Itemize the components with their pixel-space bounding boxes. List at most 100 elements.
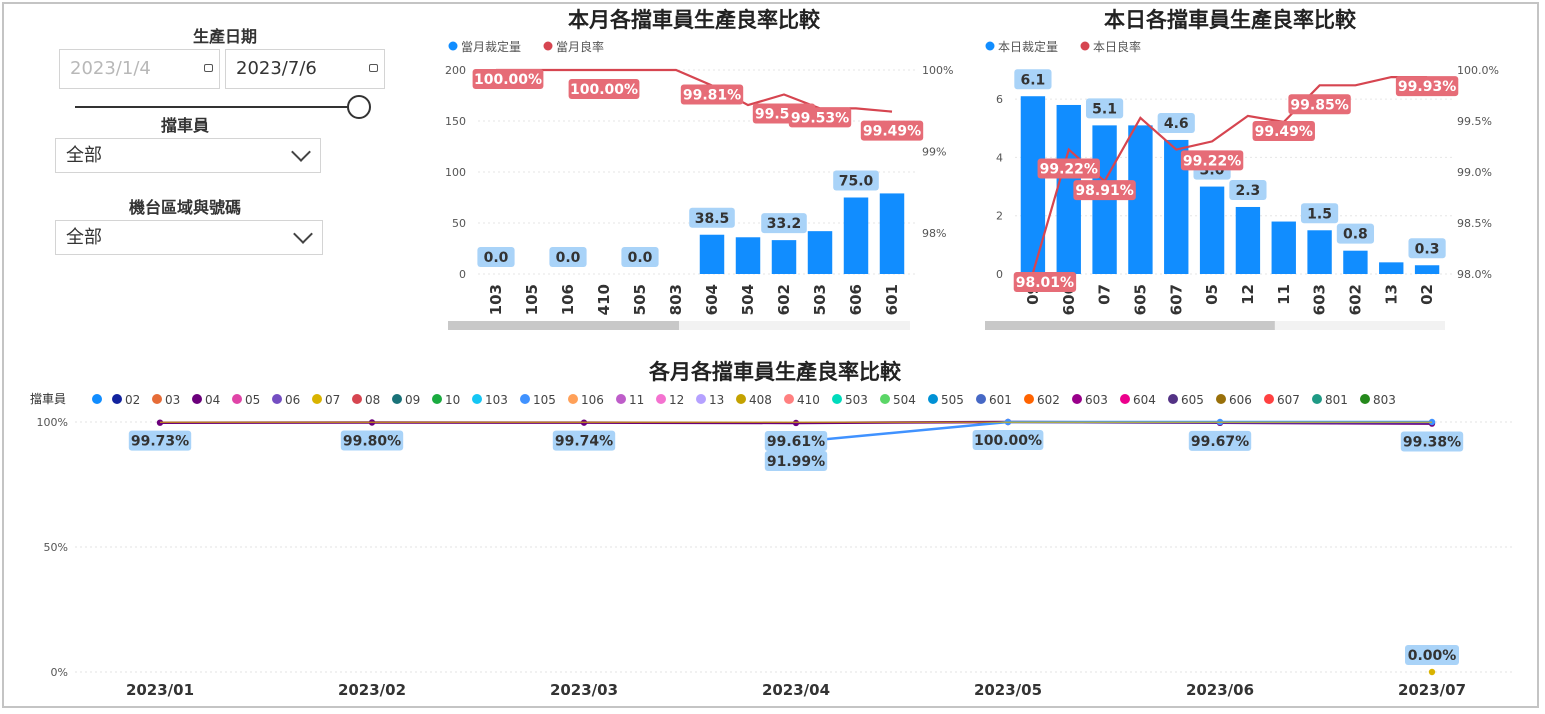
history-point-label-bg — [1188, 430, 1252, 451]
monthly-chart-scrollbar-thumb[interactable] — [448, 321, 679, 330]
monthly-chart-line-label-bg — [568, 79, 640, 99]
monthly-chart-bar-label: 75.0 — [839, 174, 874, 190]
date-filter-label: 生產日期 — [192, 27, 257, 46]
monthly-chart-bar-label-bg — [549, 247, 587, 267]
history-legend-marker — [1120, 394, 1130, 404]
history-legend-marker — [232, 394, 242, 404]
monthly-chart-legend-label: 當月良率 — [556, 39, 604, 54]
history-point-label-bg — [1400, 431, 1464, 452]
monthly-chart-bar-label-bg — [621, 247, 659, 267]
history-point-label: 100.00% — [974, 433, 1042, 449]
daily-chart-y2-tick: 100.0% — [1457, 64, 1499, 77]
monthly-chart-bar — [735, 237, 761, 274]
monthly-chart-legend-marker — [448, 41, 458, 51]
monthly-chart-y-tick: 50 — [452, 217, 466, 230]
monthly-chart-legend-label: 當月裁定量 — [461, 39, 521, 54]
monthly-chart-bar — [843, 197, 869, 274]
history-legend-marker — [832, 394, 842, 404]
history-legend-marker — [1216, 394, 1226, 404]
history-legend-marker — [312, 394, 322, 404]
date-range-slider[interactable] — [75, 106, 360, 108]
daily-chart-line-label: 99.22% — [1183, 153, 1241, 169]
daily-chart-bar-label-bg — [1014, 69, 1052, 90]
monthly-chart-x-tick: 503 — [811, 284, 829, 315]
history-legend-label: 13 — [709, 393, 724, 407]
monthly-chart-bar-label-bg — [761, 213, 807, 234]
history-legend-label: 103 — [485, 393, 508, 407]
date-start-input[interactable]: 2023/1/4 — [59, 49, 220, 89]
daily-chart-bar-label: 2.3 — [1236, 183, 1261, 199]
history-legend-label: 408 — [749, 393, 772, 407]
daily-chart-bar — [1414, 265, 1440, 274]
daily-chart-legend-marker — [1080, 41, 1090, 51]
monthly-chart-line-label: 100.00% — [474, 72, 542, 88]
monthly-chart-line-label: 99.81% — [683, 88, 741, 104]
monthly-chart-x-tick: 604 — [703, 284, 721, 315]
history-legend-label: 605 — [1181, 393, 1204, 407]
daily-chart-line-label: 98.91% — [1075, 183, 1133, 199]
calendar-icon[interactable] — [204, 64, 213, 72]
monthly-chart-y2-tick: 99% — [922, 146, 946, 159]
daily-chart-line-label-bg — [1013, 271, 1077, 292]
daily-chart-bar — [1379, 262, 1404, 274]
slider-handle[interactable] — [347, 95, 371, 119]
monthly-chart-bar-label: 38.5 — [695, 211, 730, 227]
daily-chart-line-label: 99.49% — [1255, 124, 1313, 140]
history-legend-marker — [472, 394, 482, 404]
daily-chart-bar-label-bg — [1157, 112, 1195, 133]
history-x-tick: 2023/02 — [338, 681, 406, 699]
history-legend-label: 11 — [629, 393, 644, 407]
history-legend-marker — [1072, 394, 1082, 404]
daily-chart-line-label: 99.93% — [1398, 79, 1456, 95]
daily-chart-line-label-bg — [1395, 76, 1459, 97]
machine-dropdown[interactable]: 全部 — [55, 220, 323, 255]
monthly-chart-line-label: 100.00% — [570, 82, 638, 98]
daily-chart-x-tick: 607 — [1167, 284, 1185, 315]
daily-chart-x-tick: 603 — [1311, 284, 1329, 315]
history-y-tick: 50% — [44, 541, 68, 554]
calendar-icon[interactable] — [369, 64, 378, 72]
history-legend-marker — [352, 394, 362, 404]
date-end-input[interactable]: 2023/7/6 — [225, 49, 385, 89]
monthly-chart-x-tick: 505 — [631, 284, 649, 315]
daily-chart-bar — [1271, 221, 1296, 274]
daily-chart-x-tick: 05 — [1203, 284, 1221, 305]
daily-chart-bar-label: 0.8 — [1343, 227, 1368, 243]
history-legend-marker — [432, 394, 442, 404]
daily-chart-title: 本日各擋車員生產良率比較 — [1104, 8, 1357, 32]
history-point-label-bg — [552, 430, 616, 451]
history-legend-label: 604 — [1133, 393, 1156, 407]
operator-value: 全部 — [66, 145, 102, 166]
history-point-label: 99.67% — [1191, 434, 1249, 450]
history-point-label: 99.74% — [555, 434, 613, 450]
date-start-value: 2023/1/4 — [70, 58, 151, 79]
operator-dropdown[interactable]: 全部 — [55, 138, 321, 173]
monthly-chart-line-label-bg — [472, 69, 544, 89]
date-end-value: 2023/7/6 — [236, 58, 317, 79]
daily-chart-line-label-bg — [1180, 150, 1244, 171]
daily-chart-line-label-bg — [1252, 121, 1315, 142]
history-series-line — [795, 420, 1432, 444]
history-legend-label: 12 — [669, 393, 684, 407]
history-point-label: 99.61% — [767, 434, 825, 450]
monthly-chart-x-tick: 504 — [739, 284, 757, 315]
monthly-chart-line-label: 99.53% — [791, 110, 849, 126]
daily-chart-scrollbar-thumb[interactable] — [985, 321, 1275, 330]
history-series-point — [1428, 668, 1436, 676]
monthly-chart-bar-label: 0.0 — [628, 250, 653, 266]
history-legend-label: 04 — [205, 393, 220, 407]
daily-chart-y-tick: 2 — [996, 210, 1003, 223]
history-legend-label: 601 — [989, 393, 1012, 407]
history-point-label: 91.99% — [767, 454, 825, 470]
monthly-chart-x-tick: 602 — [775, 284, 793, 315]
history-legend-label: 09 — [405, 393, 420, 407]
daily-chart-x-tick: 602 — [1346, 284, 1364, 315]
daily-chart-x-tick: 02 — [1418, 284, 1436, 305]
daily-chart-bar-label: 0.3 — [1415, 241, 1440, 257]
history-x-tick: 2023/07 — [1398, 681, 1466, 699]
history-x-tick: 2023/04 — [762, 681, 830, 699]
history-legend-marker — [976, 394, 986, 404]
history-legend-label: 410 — [797, 393, 820, 407]
